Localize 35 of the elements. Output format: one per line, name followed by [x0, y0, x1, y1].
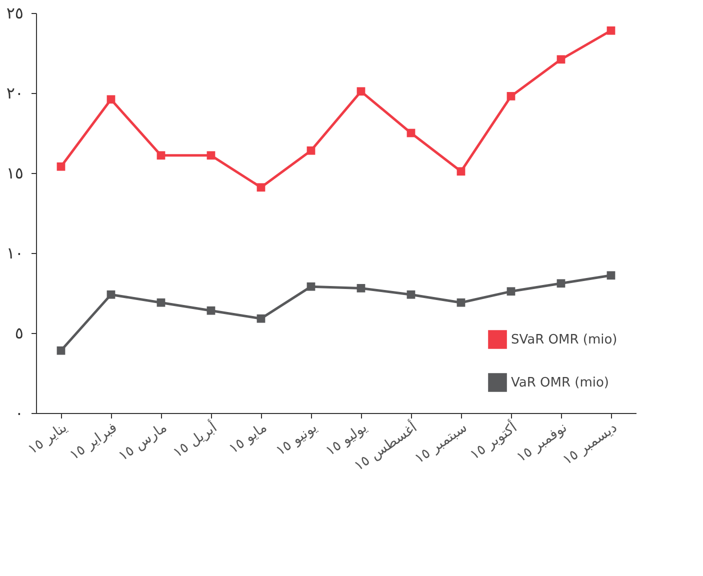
point [306, 146, 316, 155]
point [556, 55, 566, 64]
y-tick-label: ٥ [14, 324, 24, 342]
point [506, 92, 516, 100]
y-tick-label: ٠ [14, 404, 24, 422]
point [456, 167, 466, 176]
point [556, 279, 566, 288]
point [256, 314, 266, 323]
x-tick-label: يونيو ١٥ [273, 420, 320, 460]
point [106, 290, 116, 299]
point [156, 151, 166, 160]
point [206, 151, 216, 160]
point [606, 271, 616, 280]
legend-label: SVaR OMR (mio) [511, 332, 618, 348]
point [456, 298, 466, 307]
point [256, 183, 266, 192]
point [356, 87, 366, 96]
point [306, 282, 316, 291]
point [356, 284, 366, 292]
point [156, 298, 166, 307]
point [506, 287, 516, 296]
point [406, 128, 416, 138]
point [606, 26, 616, 35]
point [406, 290, 416, 299]
y-tick-label: ٢٠ [6, 84, 24, 102]
legend-label: VaR OMR (mio) [511, 376, 610, 390]
point [106, 95, 116, 104]
point [56, 162, 66, 171]
x-tick-label: مايو ١٥ [226, 420, 270, 458]
y-tick-label: ١٠ [6, 244, 24, 262]
point [56, 346, 66, 355]
y-tick-label: ٢٥ [6, 4, 24, 22]
y-tick-label: ١٥ [6, 164, 24, 182]
point [206, 306, 216, 315]
x-tick-label: أبريل ١٥ [169, 418, 220, 462]
